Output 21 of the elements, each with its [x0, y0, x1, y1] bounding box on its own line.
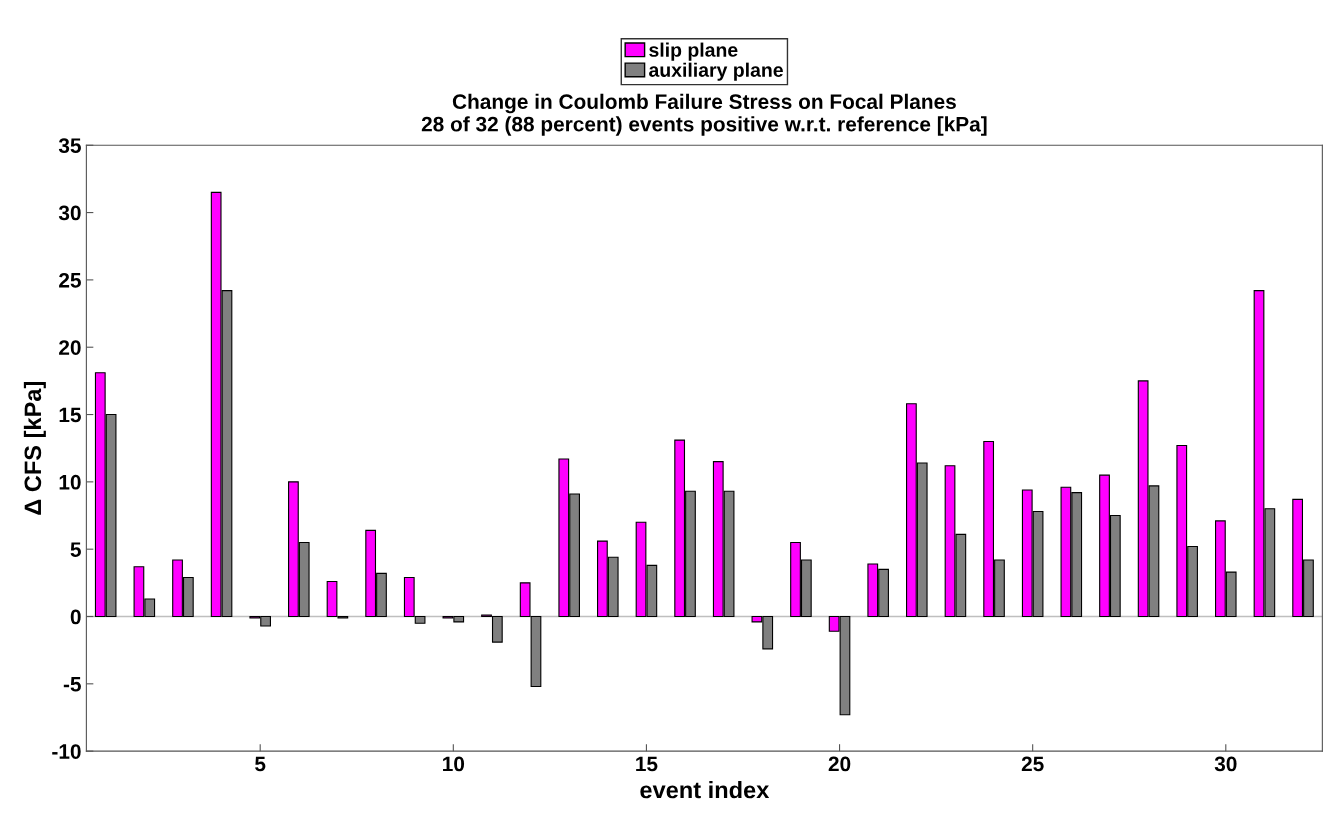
x-tick-label: 10 — [443, 756, 465, 772]
y-tick-label: 15 — [59, 407, 81, 423]
y-tick-label: 35 — [58, 138, 81, 154]
x-tick-label: 5 — [255, 756, 266, 772]
y-tick-label: 30 — [58, 205, 81, 221]
y-tick-label: 5 — [70, 542, 81, 557]
x-tick-label: 30 — [1214, 756, 1237, 772]
y-tick-label: 25 — [59, 272, 81, 288]
legend-label: slip plane — [649, 42, 738, 61]
x-tick-label: 25 — [1021, 756, 1044, 772]
x-tick-label: 20 — [828, 756, 851, 772]
y-tick-label: -5 — [63, 677, 81, 692]
y-axis-title: Δ CFS [kPa] — [23, 382, 46, 515]
y-tick-label: -10 — [52, 744, 81, 759]
y-tick-label: 20 — [59, 340, 81, 355]
x-tick-label: 15 — [636, 756, 658, 772]
x-axis-title: event index — [640, 780, 770, 799]
y-tick-label: 0 — [70, 609, 81, 625]
legend-label: auxiliary plane — [649, 62, 783, 81]
chart-title: Change in Coulomb Failure Stress on Focal Planes 28 of 32 (88 percent) events positive w.r.t. reference [kPa] — [421, 93, 987, 136]
y-tick-label: 10 — [59, 474, 81, 490]
